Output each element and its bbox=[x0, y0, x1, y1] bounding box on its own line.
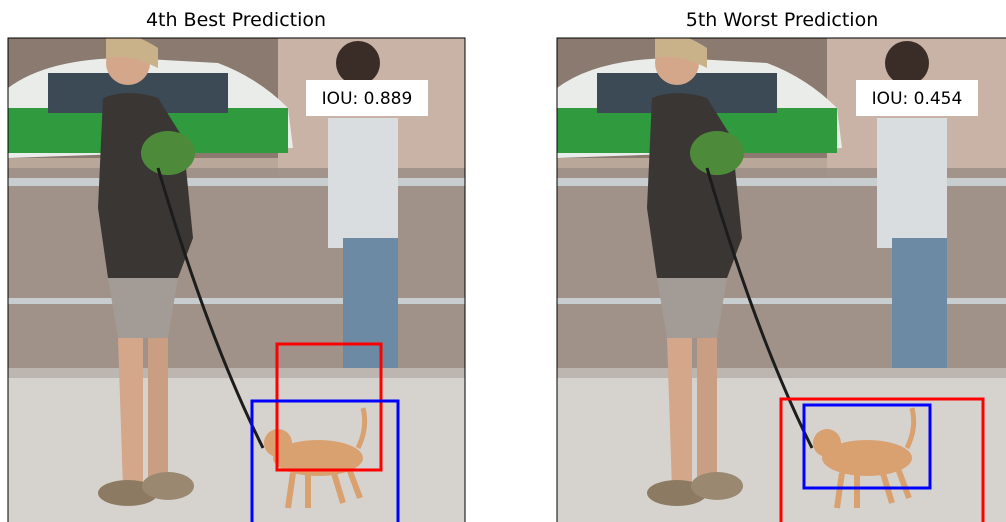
iou-label: IOU: 0.889 bbox=[322, 89, 413, 109]
iou-box bbox=[856, 80, 978, 116]
panel-title: 5th Worst Prediction bbox=[686, 9, 879, 31]
ground-truth-box bbox=[779, 397, 985, 522]
ground-truth-box bbox=[275, 342, 383, 472]
predicted-box bbox=[802, 403, 932, 490]
iou-label: IOU: 0.454 bbox=[872, 89, 963, 109]
predicted-box bbox=[250, 399, 400, 522]
iou-box bbox=[306, 80, 428, 116]
panel-title: 4th Best Prediction bbox=[146, 9, 326, 31]
